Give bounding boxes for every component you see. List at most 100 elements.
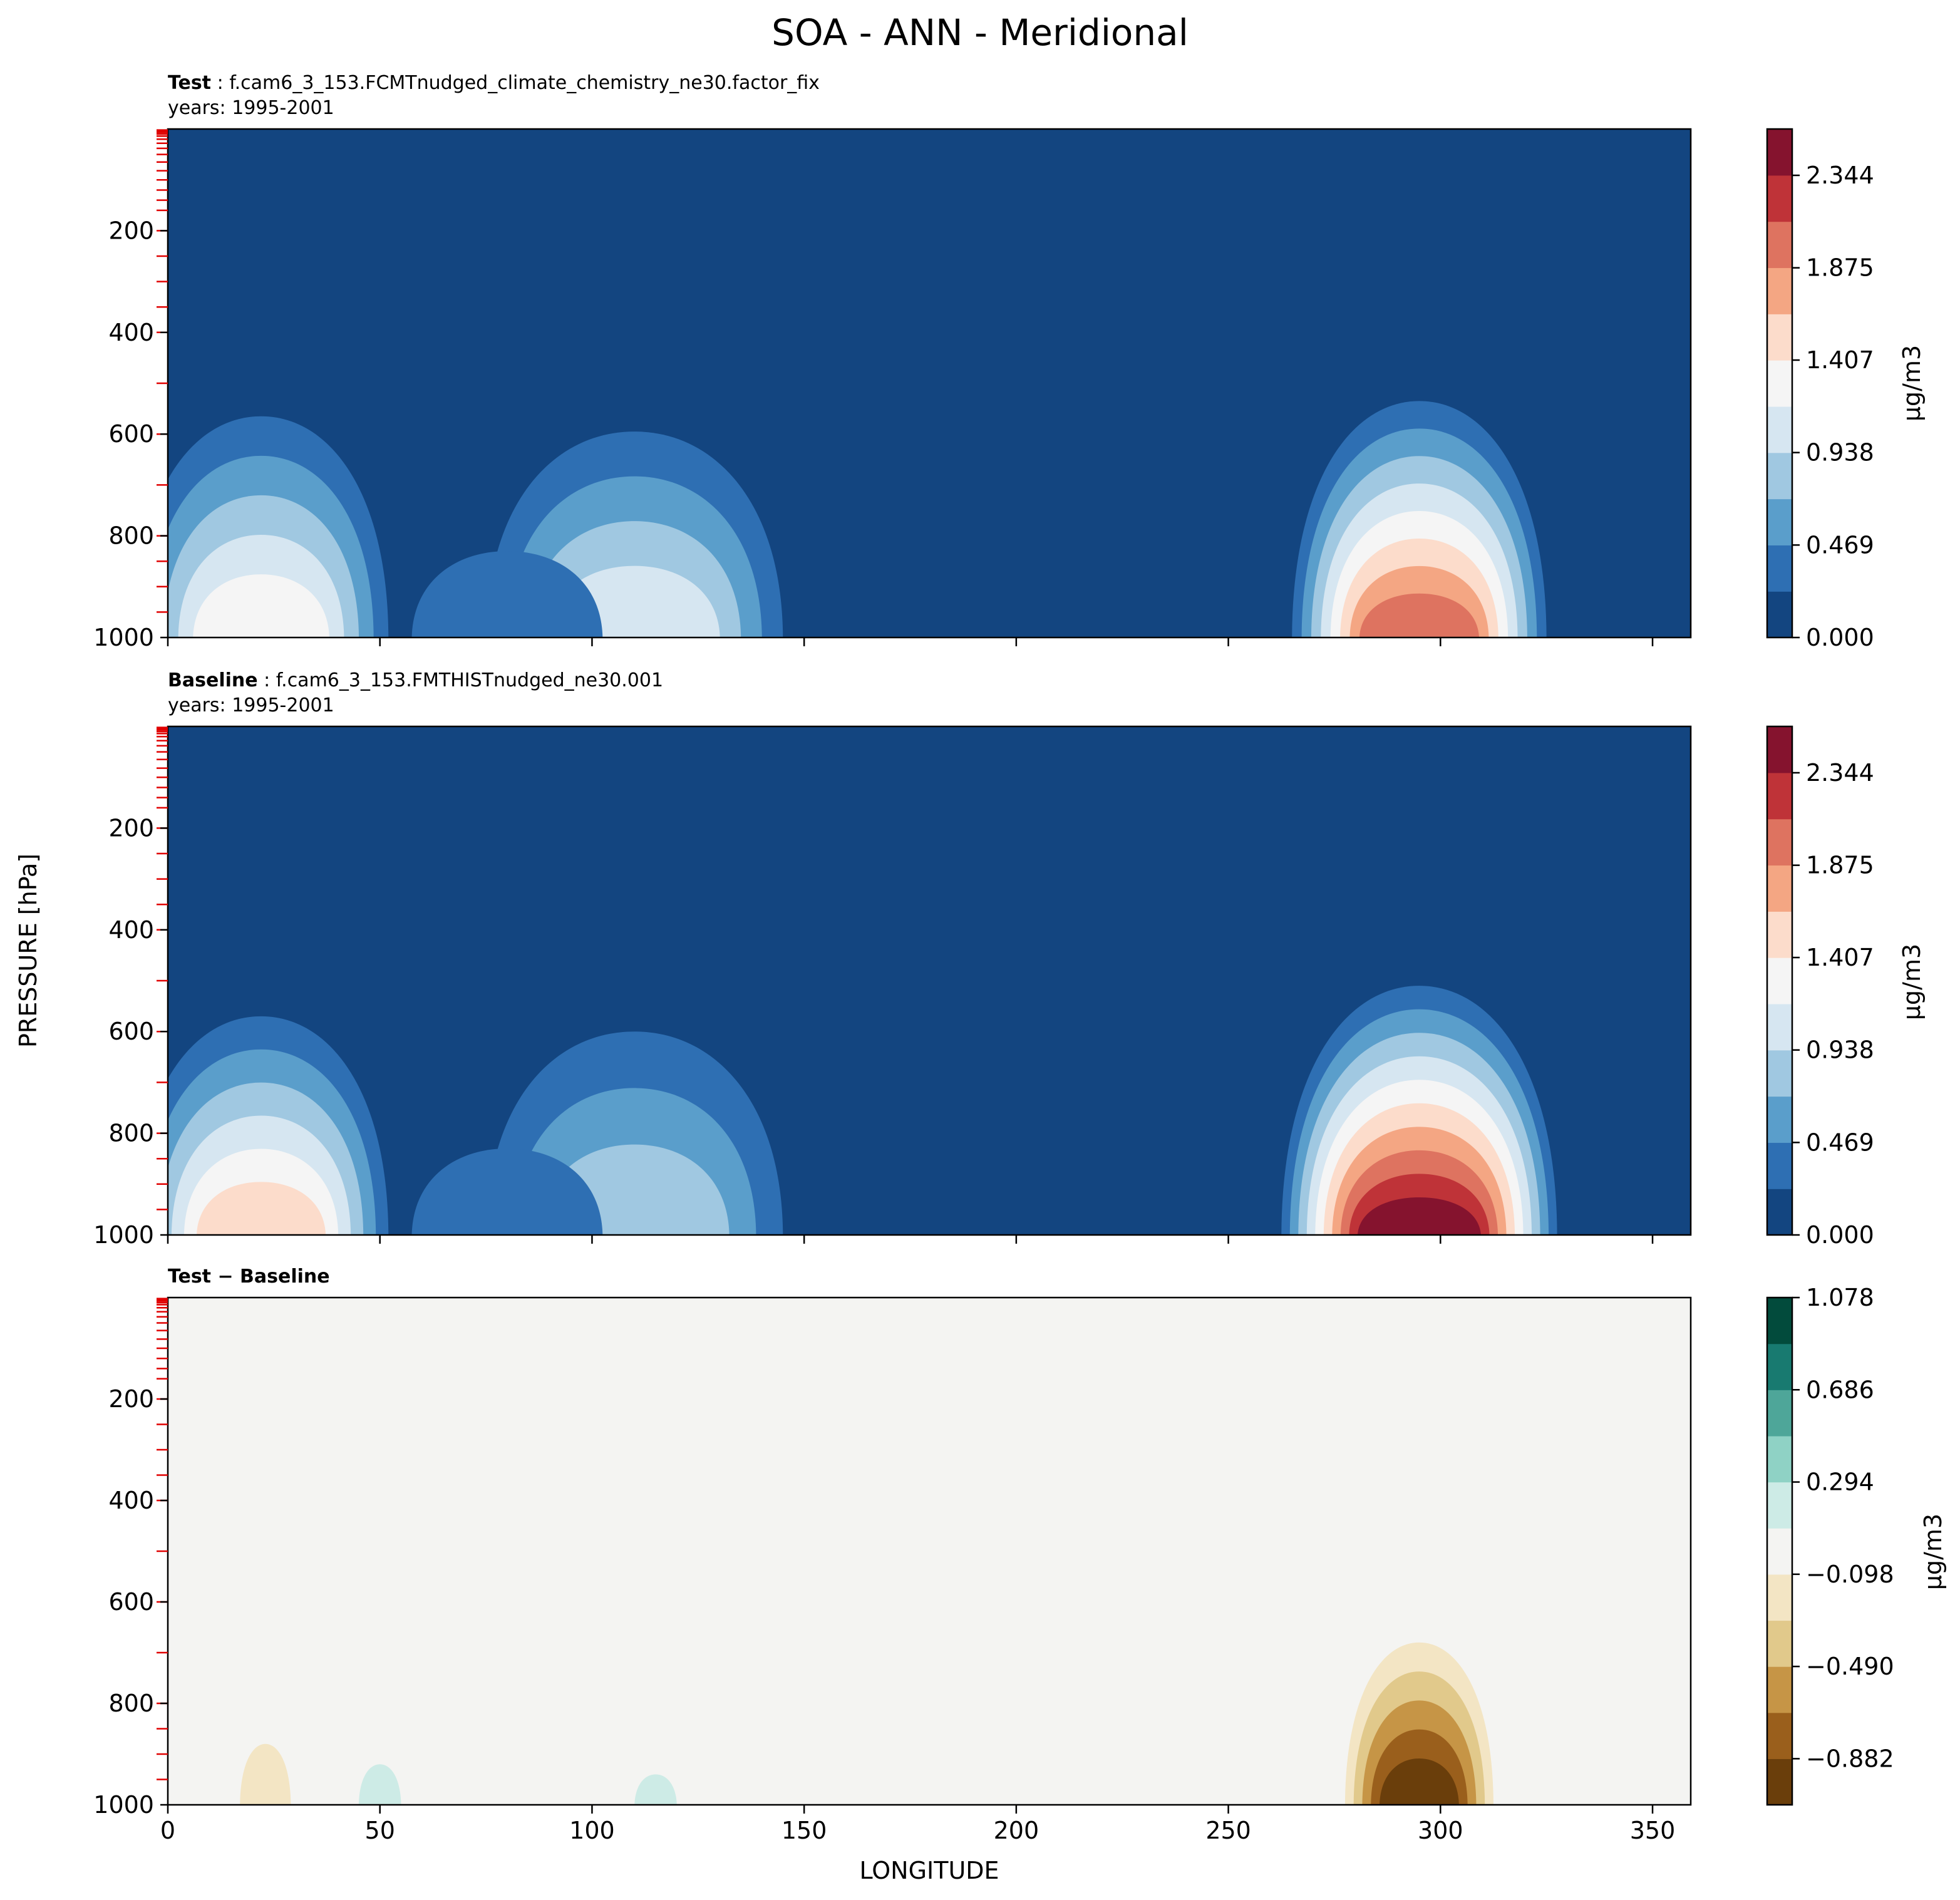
panel-baseline-label: Baseline : f.cam6_3_153.FMTHISTnudged_ne…	[168, 669, 663, 691]
panel-difference-label: Test − Baseline	[168, 1266, 330, 1288]
panel-test-label-bold: Test	[168, 72, 211, 94]
difference-x-tick-label-0: 0	[160, 1817, 175, 1844]
difference-x-tick-label-6: 300	[1418, 1817, 1463, 1844]
panel-baseline-label-rest: : f.cam6_3_153.FMTHISTnudged_ne30.001	[258, 669, 663, 691]
test-colorbar-tick-label-4: 1.875	[1806, 254, 1874, 282]
test-contour-feature-0-band-4	[193, 574, 329, 638]
panel-baseline-colorbar-units: μg/m3	[1898, 944, 1926, 1020]
test-colorbar-swatch-1	[1767, 545, 1792, 592]
test-y-tick-label-3: 800	[108, 522, 154, 550]
test-contour-feature-3-band-7	[1359, 593, 1479, 638]
difference-x-tick-label-3: 150	[781, 1817, 827, 1844]
difference-colorbar-swatch-4	[1767, 1574, 1792, 1621]
panel-test-colorbar: 0.000 0.469 0.938 1.407 1.875 2.344	[1766, 128, 1874, 651]
test-colorbar-frame	[1766, 128, 1793, 639]
baseline-colorbar-swatch-4	[1767, 1003, 1792, 1051]
baseline-colorbar-tick-label-5: 2.344	[1806, 759, 1874, 787]
baseline-colorbar-swatch-9	[1767, 772, 1792, 820]
test-colorbar-swatch-9	[1767, 175, 1792, 222]
baseline-y-tick-label-3: 800	[108, 1120, 154, 1147]
difference-colorbar-swatch-8	[1767, 1390, 1792, 1437]
baseline-y-tick-label-1: 400	[108, 916, 154, 944]
panel-test-plot: 200 400 600 800 1000	[93, 128, 1692, 651]
baseline-y-tick-label-0: 200	[108, 814, 154, 842]
difference-x-tick-label-7: 350	[1630, 1817, 1676, 1844]
baseline-colorbar-swatch-7	[1767, 865, 1792, 912]
test-colorbar-swatch-0	[1767, 591, 1792, 638]
difference-colorbar-swatch-7	[1767, 1435, 1792, 1483]
difference-contour-feature-0-band-0	[240, 1743, 291, 1805]
panel-baseline-plot: 200 400 600 800 1000	[93, 725, 1692, 1249]
baseline-colorbar-swatch-0	[1767, 1189, 1792, 1236]
difference-colorbar-swatch-9	[1767, 1343, 1792, 1390]
difference-contour-feature-1-band-0	[358, 1764, 401, 1805]
difference-contour-feature-2-band-0	[634, 1774, 677, 1805]
difference-contour-feature-3-band-4	[1380, 1758, 1459, 1805]
difference-colorbar-frame	[1766, 1296, 1793, 1806]
difference-colorbar-tick-label-2: 0.294	[1806, 1469, 1874, 1496]
difference-colorbar-swatch-3	[1767, 1620, 1792, 1667]
panel-test-years: years: 1995-2001	[168, 97, 334, 119]
test-colorbar-tick-label-2: 0.938	[1806, 439, 1874, 467]
baseline-colorbar-tick-label-4: 1.875	[1806, 852, 1874, 879]
baseline-colorbar-tick-label-1: 0.469	[1806, 1128, 1874, 1156]
test-colorbar-tick-label-1: 0.469	[1806, 531, 1874, 559]
figure-title: SOA - ANN - Meridional	[771, 11, 1189, 54]
difference-y-tick-label-0: 200	[108, 1385, 154, 1413]
test-colorbar-swatch-7	[1767, 267, 1792, 314]
difference-y-tick-label-1: 400	[108, 1487, 154, 1514]
baseline-colorbar-swatch-2	[1767, 1096, 1792, 1143]
panel-difference-colorbar-units: μg/m3	[1919, 1514, 1947, 1590]
test-colorbar-swatch-6	[1767, 314, 1792, 361]
difference-colorbar-tick-label-5: −0.882	[1806, 1745, 1894, 1772]
difference-colorbar-swatch-10	[1767, 1298, 1792, 1345]
difference-y-tick-label-3: 800	[108, 1690, 154, 1717]
panel-test-label-rest: : f.cam6_3_153.FCMTnudged_climate_chemis…	[211, 72, 820, 94]
baseline-colorbar-tick-label-0: 0.000	[1806, 1221, 1874, 1249]
baseline-colorbar-tick-label-3: 1.407	[1806, 944, 1874, 971]
difference-y-tick-label-4: 1000	[93, 1791, 154, 1819]
difference-x-tick-label-2: 100	[569, 1817, 615, 1844]
baseline-y-tick-label-2: 600	[108, 1018, 154, 1045]
panel-test-colorbar-units: μg/m3	[1898, 345, 1926, 421]
panel-difference-colorbar: 1.078 0.686 0.294 −0.098 −0.490 −0.882	[1766, 1284, 1894, 1806]
difference-colorbar-swatch-0	[1767, 1758, 1792, 1805]
test-colorbar-tick-label-0: 0.000	[1806, 624, 1874, 651]
test-colorbar-swatch-4	[1767, 406, 1792, 453]
baseline-contour-feature-2-band-0	[411, 1148, 603, 1235]
test-colorbar-swatch-5	[1767, 360, 1792, 407]
baseline-contour-feature-3-band-9	[1358, 1197, 1481, 1235]
difference-colorbar-swatch-5	[1767, 1528, 1792, 1575]
baseline-colorbar-swatch-5	[1767, 958, 1792, 1004]
difference-colorbar-tick-label-3: −0.098	[1806, 1561, 1894, 1588]
test-colorbar-swatch-2	[1767, 498, 1792, 545]
test-y-tick-label-1: 400	[108, 319, 154, 346]
panel-baseline-years: years: 1995-2001	[168, 694, 334, 716]
baseline-contour-feature-0-band-5	[197, 1182, 326, 1235]
y-axis-label: PRESSURE [hPa]	[14, 854, 42, 1048]
baseline-colorbar-swatch-8	[1767, 818, 1792, 866]
test-colorbar-swatch-8	[1767, 221, 1792, 269]
test-colorbar-tick-label-5: 2.344	[1806, 162, 1874, 189]
x-axis-label: LONGITUDE	[859, 1857, 999, 1884]
test-y-tick-label-4: 1000	[93, 624, 154, 651]
difference-x-tick-label-1: 50	[365, 1817, 395, 1844]
difference-colorbar-swatch-1	[1767, 1712, 1792, 1759]
difference-colorbar-tick-label-4: −0.490	[1806, 1653, 1894, 1680]
baseline-y-tick-label-4: 1000	[93, 1221, 154, 1249]
difference-colorbar-tick-label-0: 1.078	[1806, 1284, 1874, 1311]
test-contour-feature-2-band-0	[411, 550, 603, 638]
difference-colorbar-swatch-6	[1767, 1482, 1792, 1529]
panel-baseline-label-bold: Baseline	[168, 669, 258, 691]
difference-colorbar-tick-label-1: 0.686	[1806, 1376, 1874, 1403]
baseline-colorbar-frame	[1766, 725, 1793, 1236]
test-y-tick-label-0: 200	[108, 217, 154, 244]
panel-baseline: Baseline : f.cam6_3_153.FMTHISTnudged_ne…	[93, 669, 1926, 1249]
difference-colorbar-swatch-2	[1767, 1666, 1792, 1713]
panel-test: Test : f.cam6_3_153.FCMTnudged_climate_c…	[93, 72, 1926, 651]
test-colorbar-tick-label-3: 1.407	[1806, 346, 1874, 374]
baseline-colorbar-swatch-6	[1767, 911, 1792, 958]
